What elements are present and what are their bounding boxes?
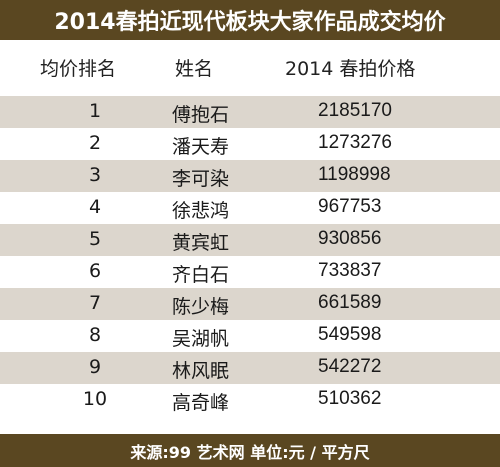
cell-price: 661589 (318, 292, 382, 313)
cell-price: 967753 (318, 196, 382, 217)
source-footer: 来源:99 艺术网 单位:元 / 平方尺 (0, 434, 500, 467)
cell-rank: 10 (82, 388, 108, 410)
table-row: 6 齐白石 733837 (0, 256, 500, 288)
table-header: 均价排名 姓名 2014 春拍价格 (0, 44, 500, 88)
cell-name: 高奇峰 (172, 392, 230, 414)
table-row: 5 黄宾虹 930856 (0, 224, 500, 256)
cell-rank: 9 (88, 356, 102, 378)
cell-price: 542272 (318, 356, 382, 377)
cell-rank: 2 (88, 132, 102, 154)
header-rank: 均价排名 (40, 58, 117, 80)
table-row: 3 李可染 1198998 (0, 160, 500, 192)
table-row: 2 潘天寿 1273276 (0, 128, 500, 160)
cell-rank: 7 (88, 292, 102, 314)
cell-name: 徐悲鸿 (172, 200, 230, 222)
table-row: 10 高奇峰 510362 (0, 384, 500, 416)
cell-rank: 6 (88, 260, 102, 282)
cell-name: 李可染 (172, 168, 230, 190)
table-body: 1 傅抱石 2185170 2 潘天寿 1273276 3 李可染 119899… (0, 96, 500, 416)
cell-rank: 1 (88, 100, 102, 122)
table-row: 4 徐悲鸿 967753 (0, 192, 500, 224)
cell-name: 黄宾虹 (172, 232, 230, 254)
cell-name: 吴湖帆 (172, 328, 230, 350)
table-row: 9 林风眠 542272 (0, 352, 500, 384)
cell-price: 510362 (318, 388, 382, 409)
table-row: 8 吴湖帆 549598 (0, 320, 500, 352)
table-row: 7 陈少梅 661589 (0, 288, 500, 320)
cell-price: 1273276 (318, 132, 392, 153)
cell-rank: 4 (88, 196, 102, 218)
cell-price: 930856 (318, 228, 382, 249)
cell-price: 549598 (318, 324, 382, 345)
cell-name: 傅抱石 (172, 104, 230, 126)
cell-rank: 5 (88, 228, 102, 250)
table-row: 1 傅抱石 2185170 (0, 96, 500, 128)
cell-rank: 3 (88, 164, 102, 186)
header-price: 2014 春拍价格 (285, 58, 416, 80)
cell-name: 齐白石 (172, 264, 230, 286)
cell-price: 2185170 (318, 100, 392, 121)
cell-name: 陈少梅 (172, 296, 230, 318)
cell-price: 1198998 (318, 164, 391, 185)
header-name: 姓名 (175, 58, 214, 80)
table-title: 2014春拍近现代板块大家作品成交均价 (0, 0, 500, 40)
cell-name: 潘天寿 (172, 136, 230, 158)
cell-name: 林风眠 (172, 360, 230, 382)
cell-price: 733837 (318, 260, 382, 281)
cell-rank: 8 (88, 324, 102, 346)
